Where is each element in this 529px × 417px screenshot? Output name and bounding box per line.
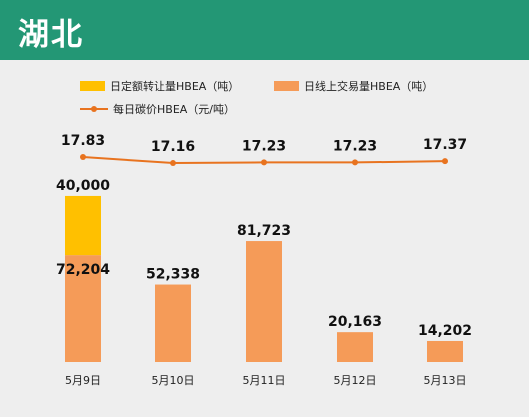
data-labels: 40,000 72,204 52,338 81,723 20,163 14,202 17.8… xyxy=(56,133,472,339)
bar-online-1 xyxy=(65,255,101,362)
data-label-price-2: 17.16 xyxy=(151,139,195,155)
price-point-1 xyxy=(80,154,86,161)
legend-label-price: 每日碳价HBEA（元/吨） xyxy=(113,103,235,116)
data-label-price-3: 17.23 xyxy=(242,138,286,154)
price-point-3 xyxy=(261,159,267,166)
price-point-4 xyxy=(352,159,358,166)
price-point-2 xyxy=(170,160,176,167)
page-title: 湖北 xyxy=(18,17,84,53)
legend-item-quota: 日定额转让量HBEA（吨） xyxy=(80,78,239,94)
bar-online-3 xyxy=(246,241,282,362)
legend-swatch-online xyxy=(274,81,299,91)
data-label-price-4: 17.23 xyxy=(333,138,377,154)
data-label-online-2: 52,338 xyxy=(146,267,200,283)
header-bar: 湖北 xyxy=(0,0,529,60)
bar-online-2 xyxy=(155,284,191,362)
x-tick-label-1: 5月9日 xyxy=(65,374,101,387)
bar-online-5 xyxy=(427,340,463,362)
data-label-price-5: 17.37 xyxy=(423,137,467,153)
x-tick-label-3: 5月11日 xyxy=(243,374,286,387)
bar-online-4 xyxy=(337,332,373,362)
legend-item-price: 每日碳价HBEA（元/吨） xyxy=(80,101,235,117)
legend-swatch-quota xyxy=(80,81,105,91)
price-line-series xyxy=(80,154,448,167)
data-label-online-4: 20,163 xyxy=(328,314,382,330)
bar-series xyxy=(65,195,463,362)
x-axis: 5月9日 5月10日 5月11日 5月12日 5月13日 xyxy=(65,374,467,387)
x-tick-label-4: 5月12日 xyxy=(334,374,377,387)
data-label-online-3: 81,723 xyxy=(237,223,291,239)
data-label-online-1: 72,204 xyxy=(56,262,110,278)
data-label-quota-1: 40,000 xyxy=(56,178,110,194)
x-tick-label-5: 5月13日 xyxy=(424,374,467,387)
legend-item-online: 日线上交易量HBEA（吨） xyxy=(274,78,433,94)
data-label-price-1: 17.83 xyxy=(61,133,105,149)
data-label-online-5: 14,202 xyxy=(418,323,472,339)
price-point-5 xyxy=(442,158,448,165)
bar-quota-1 xyxy=(65,195,101,256)
legend-label-online: 日线上交易量HBEA（吨） xyxy=(304,80,434,93)
legend-swatch-price xyxy=(80,104,108,114)
x-tick-label-2: 5月10日 xyxy=(152,374,195,387)
legend-label-quota: 日定额转让量HBEA（吨） xyxy=(110,80,240,93)
